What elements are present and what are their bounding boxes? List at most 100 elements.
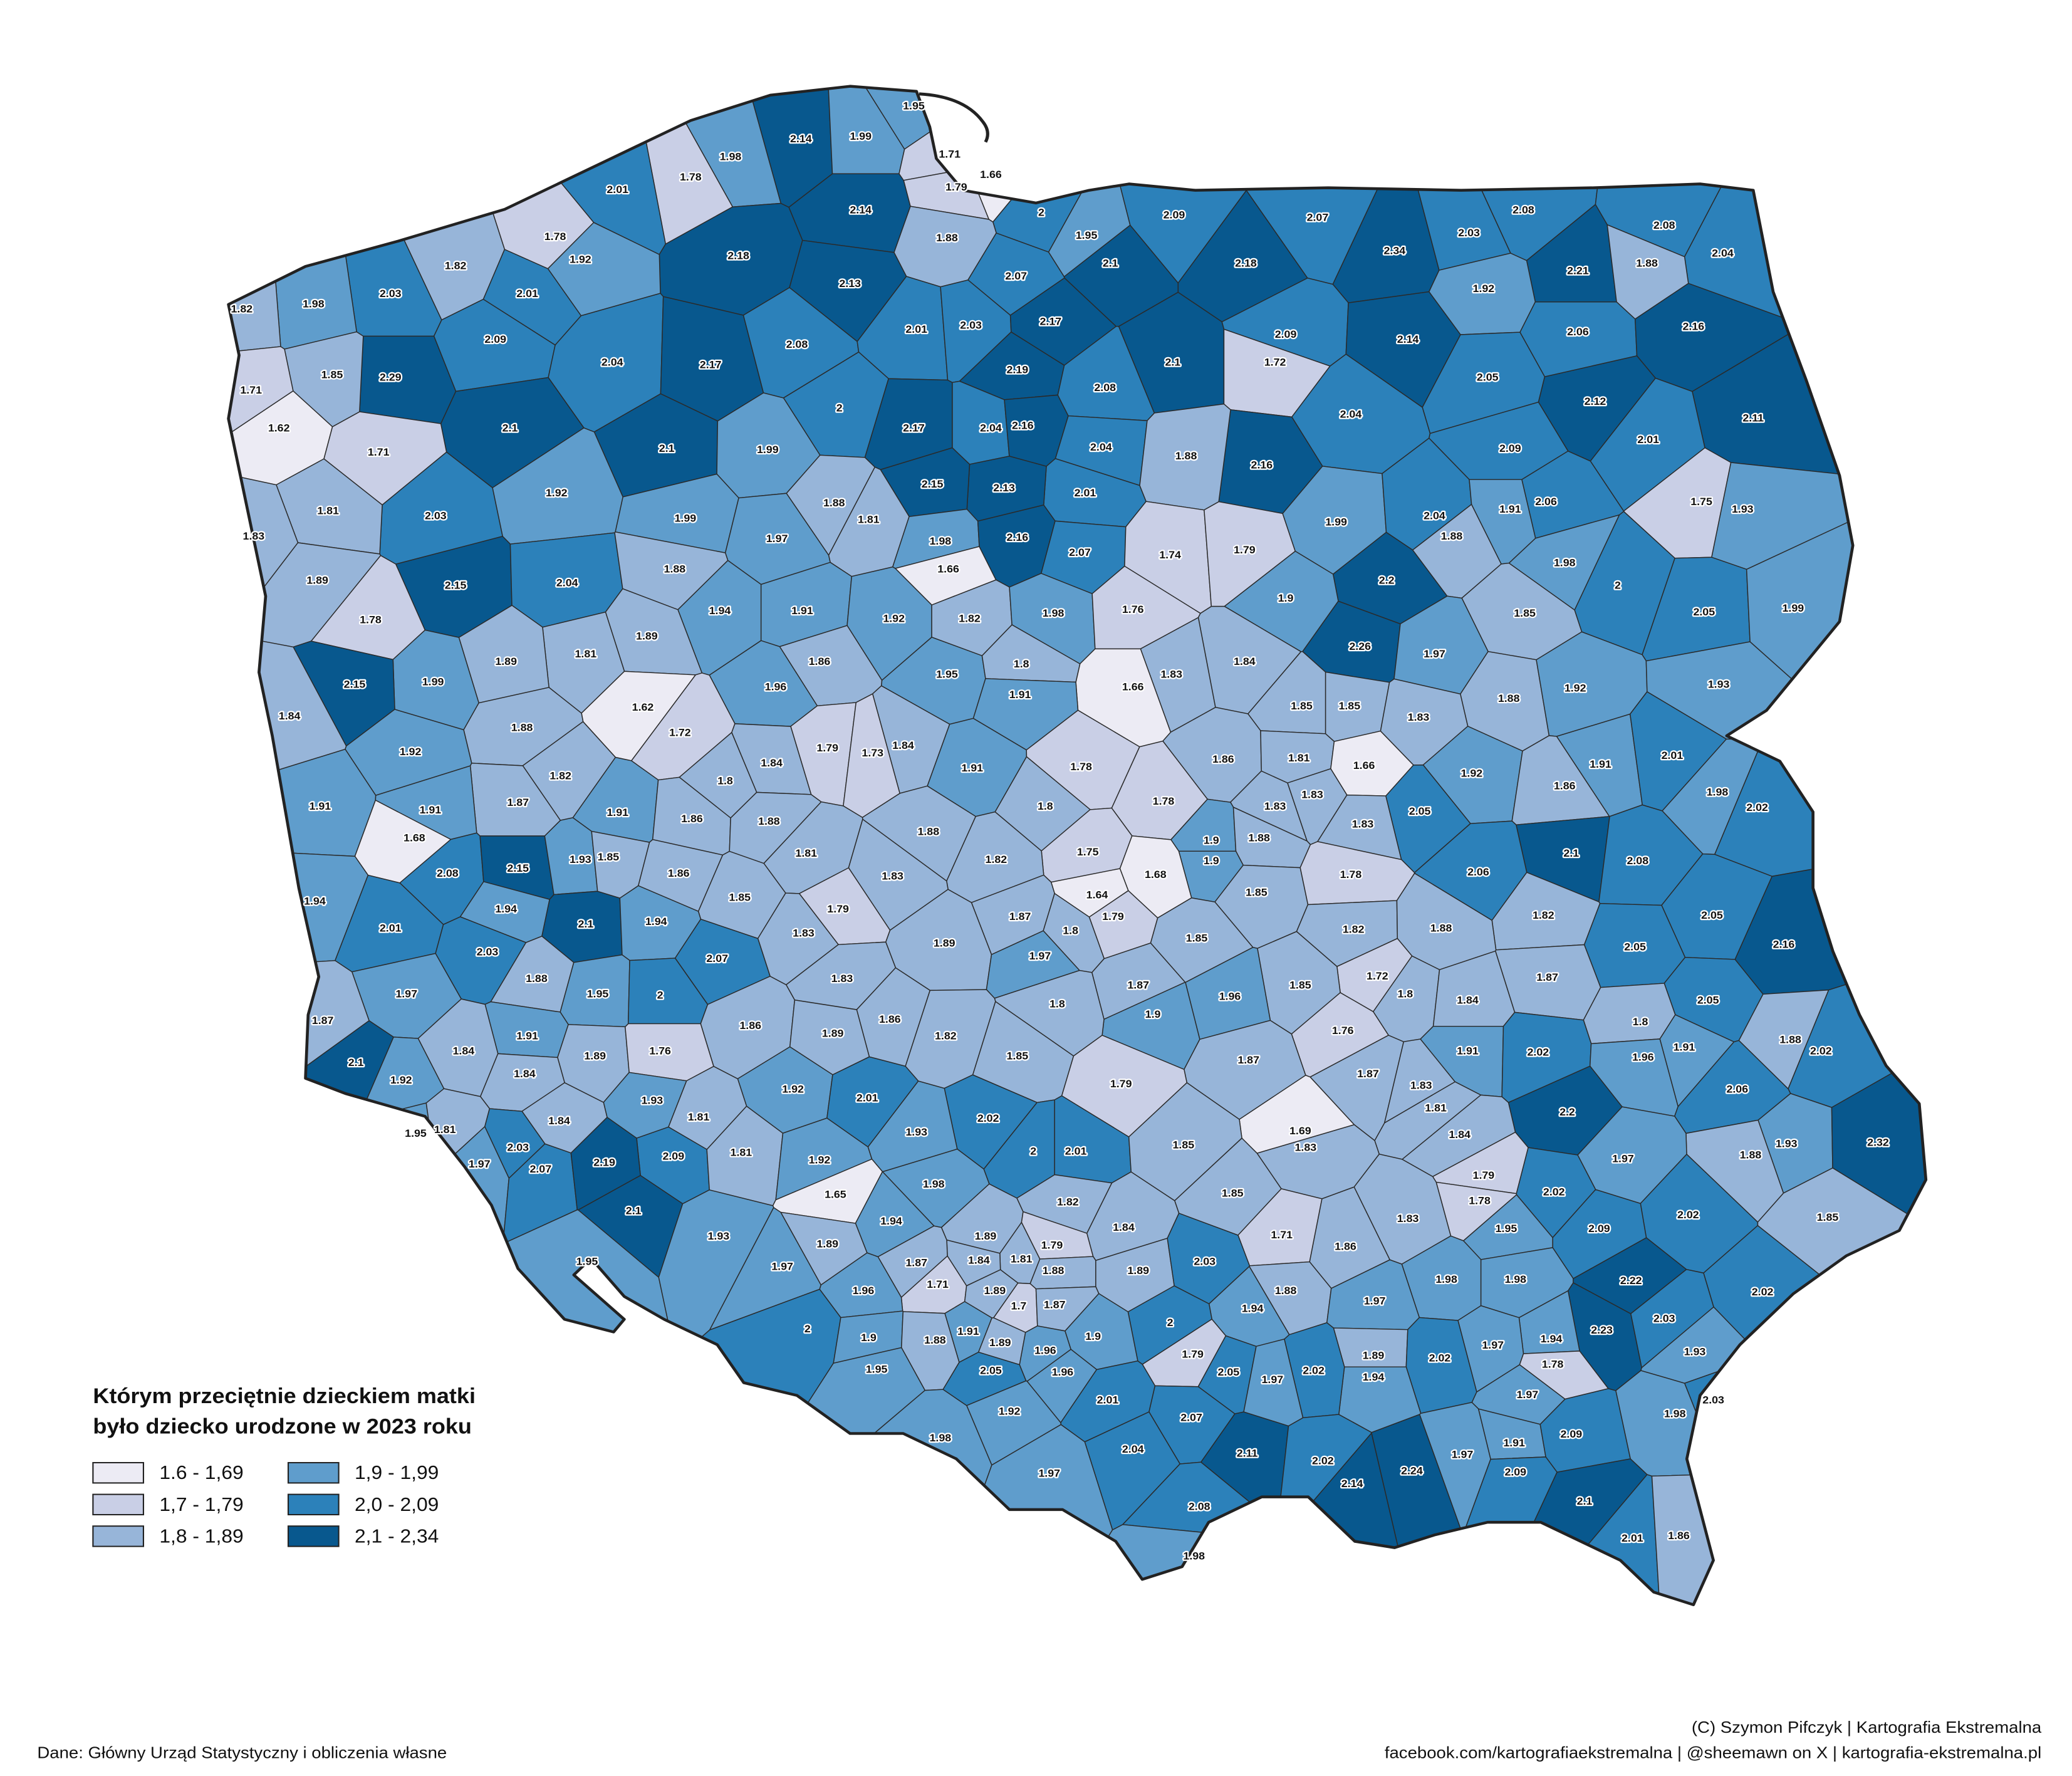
legend-label: 1,7 - 1,79 — [159, 1493, 243, 1515]
value-label: 1.83 — [1397, 1212, 1419, 1225]
value-label: 2.09 — [1560, 1428, 1582, 1440]
value-label: 2.2 — [1379, 574, 1395, 587]
value-label: 1.99 — [1325, 516, 1347, 528]
value-label: 1.98 — [1435, 1273, 1457, 1285]
value-label: 1.84 — [548, 1114, 570, 1127]
legend-swatch — [92, 1525, 145, 1547]
value-label: 1.98 — [1043, 607, 1065, 620]
value-label: 1.89 — [1127, 1264, 1149, 1277]
value-label: 2.19 — [1006, 363, 1028, 376]
county — [228, 464, 299, 677]
value-label: 2.01 — [856, 1092, 878, 1104]
value-label: 1.93 — [905, 1126, 927, 1139]
value-label: 2.04 — [1122, 1443, 1144, 1456]
value-label: 1.74 — [1159, 548, 1181, 561]
value-label: 1.9 — [1145, 1008, 1161, 1020]
value-label: 1.96 — [765, 681, 787, 693]
value-label: 2.16 — [1012, 419, 1034, 432]
value-label: 2.01 — [1622, 1532, 1643, 1544]
value-label: 2.12 — [1585, 395, 1606, 408]
value-label: 1.78 — [544, 230, 566, 243]
value-label: 2.17 — [700, 358, 722, 371]
value-label: 1.84 — [892, 739, 914, 751]
value-label: 1.83 — [1301, 788, 1323, 801]
value-label: 1.79 — [827, 902, 849, 915]
value-label: 1.97 — [1452, 1448, 1474, 1461]
legend-label: 1,8 - 1,89 — [159, 1525, 243, 1547]
value-label: 2.07 — [1005, 269, 1027, 282]
value-label: 1.98 — [1664, 1408, 1686, 1420]
value-label: 1.94 — [304, 895, 326, 907]
value-label: 1.89 — [989, 1337, 1011, 1349]
value-label: 1.93 — [1776, 1137, 1798, 1150]
value-label: 1.8 — [1014, 658, 1029, 671]
value-label: 1.64 — [1086, 889, 1108, 901]
value-label: 1.98 — [923, 1178, 945, 1191]
value-label: 1.79 — [945, 180, 967, 193]
value-label: 2.1 — [1103, 257, 1118, 269]
value-label: 2.01 — [905, 323, 927, 335]
value-label: 2.21 — [1567, 264, 1589, 277]
value-label: 1.96 — [1219, 990, 1241, 1003]
value-label: 1.94 — [1242, 1302, 1264, 1315]
value-label: 1.84 — [968, 1254, 990, 1267]
value-label: 1.9 — [1085, 1330, 1101, 1342]
value-label: 1.85 — [1291, 699, 1313, 712]
value-label: 1.93 — [570, 853, 591, 865]
value-label: 1.83 — [882, 870, 903, 882]
value-label: 1.79 — [1473, 1169, 1495, 1181]
value-label: 1.93 — [1732, 503, 1754, 516]
value-label: 1.89 — [584, 1050, 606, 1062]
value-label: 1.84 — [761, 756, 783, 769]
value-label: 1.85 — [1186, 932, 1208, 944]
value-label: 1.92 — [570, 253, 591, 266]
value-label: 1.78 — [360, 614, 382, 626]
value-label: 2.01 — [1637, 433, 1659, 446]
value-label: 2.14 — [850, 204, 872, 216]
value-label: 1.97 — [1038, 1467, 1060, 1480]
value-label: 1.87 — [1044, 1298, 1066, 1311]
country-border — [227, 85, 1928, 1606]
value-label: 1.86 — [879, 1013, 901, 1025]
value-label: 2.01 — [380, 922, 402, 934]
value-label: 1.87 — [1237, 1053, 1259, 1066]
value-label: 2.02 — [1543, 1186, 1565, 1198]
value-label: 1.85 — [1246, 886, 1268, 899]
value-label: 2.05 — [1477, 371, 1499, 384]
value-label: 1.92 — [883, 612, 905, 625]
value-label: 1.98 — [1554, 556, 1576, 569]
value-labels: 2.14 1.99 1.95 1.98 1.78 2.01 1.71 1.66 1.79 2 1.8… — [229, 98, 1890, 1564]
value-label: 1.62 — [632, 701, 654, 713]
value-label: 1.91 — [1503, 1436, 1525, 1449]
value-label: 1.99 — [422, 676, 444, 688]
value-label: 2.08 — [786, 338, 808, 350]
value-label: 2.04 — [601, 356, 623, 368]
value-label: 2.2 — [1559, 1105, 1575, 1118]
value-label: 1.95 — [903, 100, 925, 112]
value-label: 1.89 — [306, 574, 328, 587]
value-label: 2.08 — [437, 867, 459, 880]
value-label: 1.71 — [927, 1278, 949, 1290]
value-label: 1.88 — [1043, 1264, 1065, 1277]
value-label: 1.86 — [681, 813, 703, 825]
value-label: 1.83 — [1410, 1079, 1432, 1092]
value-label: 1.88 — [526, 973, 548, 985]
value-label: 1.93 — [1684, 1345, 1706, 1358]
value-label: 2.03 — [425, 509, 447, 522]
value-label: 1.88 — [1430, 922, 1452, 934]
legend-label: 1,9 - 1,99 — [355, 1462, 439, 1483]
value-label: 1.86 — [1335, 1240, 1356, 1253]
value-label: 2.02 — [977, 1112, 999, 1124]
value-label: 2 — [1038, 206, 1044, 219]
value-label: 2.18 — [727, 249, 749, 262]
value-label: 1.98 — [1707, 786, 1729, 798]
value-label: 2.26 — [1349, 640, 1371, 652]
value-label: 2.1 — [1165, 356, 1180, 368]
legend-swatch — [287, 1493, 340, 1516]
value-label: 1.97 — [395, 988, 417, 1000]
value-label: 1.88 — [1498, 692, 1520, 704]
legend-label: 2,1 - 2,34 — [355, 1525, 439, 1547]
value-label: 1.94 — [645, 916, 667, 928]
value-label: 1.86 — [1668, 1529, 1690, 1542]
